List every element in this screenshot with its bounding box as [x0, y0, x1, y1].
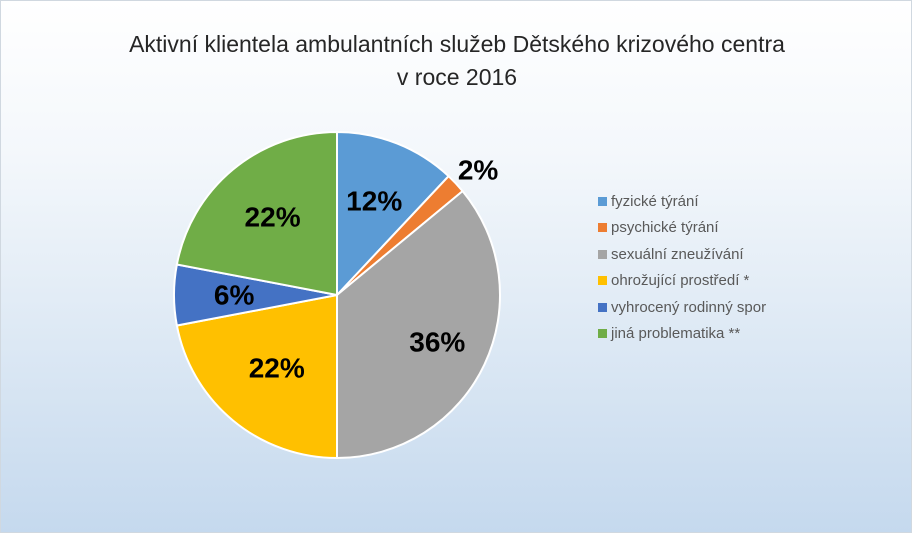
legend-label: vyhrocený rodinný spor — [611, 298, 767, 316]
legend-label: sexuální zneužívání — [611, 245, 744, 263]
pie-slice-4 — [175, 293, 338, 460]
pie-slice-6 — [175, 130, 338, 297]
legend-swatch — [598, 329, 607, 339]
legend-label: jiná problematika ** — [611, 325, 741, 343]
legend-swatch — [598, 196, 607, 206]
chart-title: Aktivní klientela ambulantních služeb Dě… — [1, 28, 912, 94]
legend-item: jiná problematika ** — [598, 321, 766, 348]
pie-slices — [173, 130, 501, 460]
pie-label-1: 12% — [346, 186, 402, 217]
chart-title-line2: v roce 2016 — [396, 64, 518, 90]
legend-label: fyzické týrání — [611, 192, 699, 210]
pie-label-5: 6% — [214, 280, 255, 311]
legend-item: ohrožující prostředí * — [598, 268, 766, 295]
legend-item: psychické týrání — [598, 215, 766, 242]
pie-slice-3 — [336, 189, 501, 460]
pie-slice-1 — [336, 130, 450, 298]
legend-item: sexuální zneužívání — [598, 241, 766, 268]
legend-label: ohrožující prostředí * — [611, 272, 750, 290]
legend-swatch — [598, 302, 607, 312]
legend-item: fyzické týrání — [598, 188, 766, 215]
pie-data-labels: 12% 2% 36% 22% 6% 22% — [214, 155, 498, 384]
pie-label-2: 2% — [458, 155, 499, 186]
legend-swatch — [598, 249, 607, 259]
legend: fyzické týrání psychické týrání sexuální z… — [598, 188, 766, 347]
legend-swatch — [598, 223, 607, 233]
legend-label: psychické týrání — [611, 219, 719, 237]
pie-label-3: 36% — [409, 327, 465, 358]
pie-label-6: 22% — [245, 202, 301, 233]
legend-swatch — [598, 276, 607, 286]
chart-title-line1: Aktivní klientela ambulantních služeb Dě… — [129, 31, 785, 57]
legend-item: vyhrocený rodinný spor — [598, 294, 766, 321]
pie-label-4: 22% — [249, 352, 305, 383]
